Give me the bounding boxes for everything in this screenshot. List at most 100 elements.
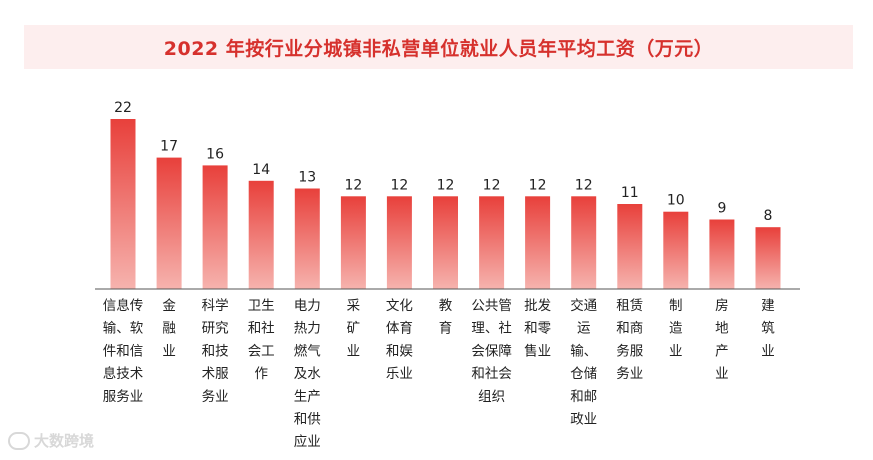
bar-value-label: 11 — [621, 185, 639, 201]
bar-value-label: 8 — [764, 208, 773, 224]
category-label-line: 业 — [669, 343, 683, 359]
watermark-logo-icon — [8, 431, 30, 450]
category-label-line: 和社 — [248, 321, 275, 337]
category-label: 租赁和商务服务业 — [616, 298, 643, 382]
category-label-line: 和社会 — [471, 366, 512, 382]
category-label: 金融业 — [162, 298, 176, 359]
category-label-line: 应业 — [294, 433, 321, 450]
category-label-line: 输、 — [570, 343, 597, 359]
category-label-line: 务业 — [616, 366, 643, 382]
category-label-line: 务服 — [616, 343, 643, 359]
category-label-line: 建 — [761, 298, 775, 314]
category-label-line: 和零 — [524, 321, 552, 337]
category-label: 科学研究和技术服务业 — [202, 298, 229, 405]
bar — [755, 227, 781, 289]
category-label-line: 生产 — [294, 389, 321, 405]
bar — [386, 196, 412, 289]
category-label-line: 仓储 — [570, 366, 597, 382]
category-labels-layer: 信息传输、软件和信息技术服务业金融业科学研究和技术服务业卫生和社会工作电力热力燃… — [103, 297, 776, 450]
category-label-line: 业 — [761, 343, 775, 359]
category-label-line: 和邮 — [570, 389, 597, 405]
category-label-line: 公共管 — [471, 298, 512, 314]
category-label-line: 制 — [669, 298, 683, 314]
bar — [156, 157, 182, 289]
category-label-line: 输、软 — [103, 321, 144, 337]
bar — [248, 180, 274, 289]
category-label-line: 组织 — [478, 389, 505, 405]
category-label: 批发和零售业 — [524, 298, 552, 359]
bar — [663, 211, 689, 289]
value-labels-layer: 22 17 16 14 13 12 12 12 12 12 12 11 10 9 8 — [114, 100, 772, 224]
category-label-line: 教 — [439, 298, 453, 314]
category-label-line: 矿 — [347, 321, 361, 337]
category-label-line: 采 — [347, 298, 361, 314]
category-label-line: 息技术 — [103, 365, 144, 382]
category-label-line: 政业 — [570, 412, 597, 428]
category-label-line: 体育 — [386, 321, 413, 337]
category-label: 文化体育和娱乐业 — [386, 298, 413, 382]
watermark: 大数跨境 — [8, 430, 94, 451]
category-label-line: 和供 — [294, 412, 321, 428]
bar-value-label: 13 — [298, 170, 316, 186]
category-label-line: 造 — [669, 321, 683, 337]
category-label-line: 育 — [439, 321, 453, 337]
watermark-text: 大数跨境 — [34, 432, 95, 450]
category-label-line: 和娱 — [386, 343, 413, 359]
category-label-line: 研究 — [202, 321, 229, 337]
category-label-line: 科学 — [202, 298, 229, 314]
category-label-line: 售业 — [524, 343, 551, 359]
category-label-line: 业 — [162, 343, 176, 359]
category-label: 公共管理、社会保障和社会组织 — [471, 298, 512, 405]
bar — [202, 165, 228, 289]
category-label-line: 及水 — [294, 366, 321, 382]
category-label-line: 文化 — [386, 298, 413, 314]
category-label: 电力热力燃气及水生产和供应业 — [294, 298, 321, 450]
bar — [294, 188, 320, 289]
bar-value-label: 14 — [252, 162, 270, 178]
category-label-line: 和技 — [202, 343, 229, 359]
category-label: 房地产业 — [715, 298, 729, 382]
bar — [525, 196, 551, 289]
bar — [110, 119, 136, 289]
chart-title: 2022 年按行业分城镇非私营单位就业人员年平均工资（万元） — [163, 37, 714, 60]
category-label: 建筑业 — [761, 298, 775, 359]
category-label-line: 运 — [577, 321, 591, 337]
category-label: 制造业 — [669, 298, 683, 359]
category-label-line: 理、社 — [471, 321, 512, 337]
category-label-line: 热力 — [294, 321, 321, 337]
category-label: 交通运输、仓储和邮政业 — [570, 297, 597, 428]
category-label-line: 件和信 — [103, 343, 144, 359]
bar — [479, 196, 505, 289]
category-label-line: 燃气 — [294, 342, 321, 359]
category-label: 采矿业 — [347, 298, 361, 359]
bar-value-label: 12 — [483, 177, 501, 193]
category-label-line: 和商 — [616, 321, 643, 337]
category-label-line: 产 — [715, 343, 729, 359]
bar-value-label: 17 — [160, 139, 178, 155]
category-label-line: 业 — [715, 366, 729, 382]
bar-value-label: 12 — [529, 177, 547, 193]
bar — [617, 204, 643, 289]
category-label-line: 租赁 — [616, 298, 643, 314]
category-label: 教育 — [439, 298, 453, 337]
category-label-line: 批发 — [524, 298, 552, 314]
category-label-line: 作 — [254, 366, 268, 382]
category-label-line: 业 — [347, 343, 361, 359]
category-label-line: 术服 — [202, 366, 229, 382]
bar-value-label: 10 — [667, 193, 685, 209]
category-label-line: 电力 — [294, 298, 321, 314]
category-label-line: 务业 — [202, 389, 229, 405]
category-label-line: 乐业 — [386, 366, 413, 382]
bar-value-label: 12 — [390, 177, 408, 193]
bar-value-label: 22 — [114, 100, 132, 116]
bar — [433, 196, 458, 289]
category-label-line: 房 — [715, 298, 729, 314]
bar-value-label: 12 — [437, 177, 455, 193]
category-label: 卫生和社会工作 — [248, 298, 275, 382]
category-label: 信息传输、软件和信息技术服务业 — [103, 297, 144, 405]
bar — [571, 196, 597, 289]
bar-value-label: 12 — [344, 177, 362, 193]
bar-value-label: 12 — [575, 177, 593, 193]
category-label-line: 卫生 — [248, 298, 275, 314]
